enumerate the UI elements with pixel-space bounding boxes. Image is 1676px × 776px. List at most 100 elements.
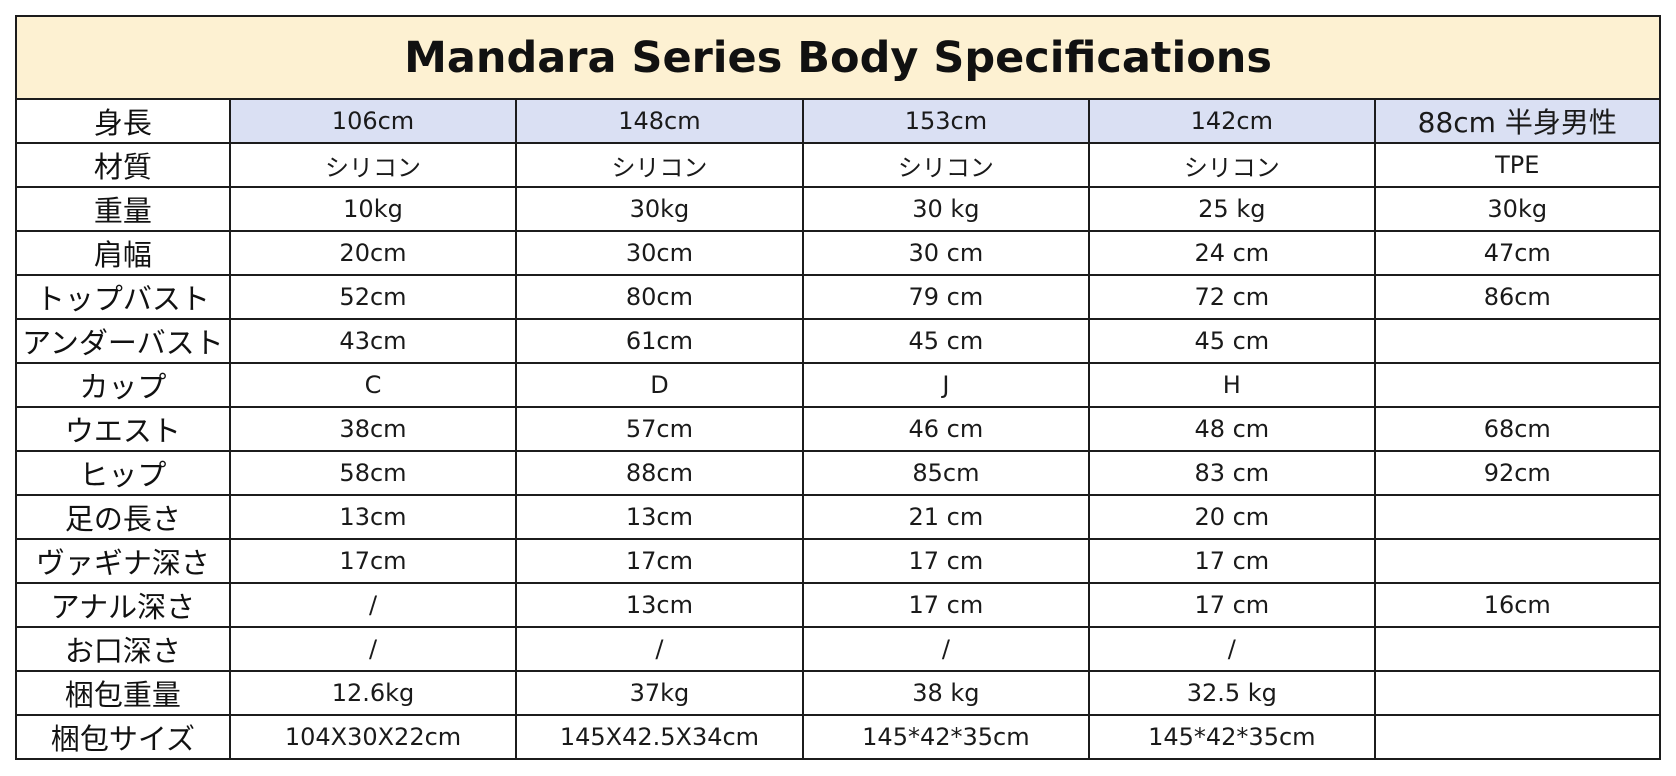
value-cell: 38 kg (801, 670, 1091, 716)
row-label: 足の長さ (15, 494, 231, 540)
table-row: 材質 シリコン シリコン シリコン シリコン TPE (15, 142, 1661, 188)
value-cell: D (515, 362, 804, 408)
value-cell: 24 cm (1088, 230, 1376, 276)
value-cell: 12.6kg (228, 670, 518, 716)
value-cell: 145*42*35cm (801, 714, 1091, 760)
spec-table: Mandara Series Body Specifications 身長 106… (15, 15, 1661, 760)
value-cell: 45 cm (1088, 318, 1376, 364)
value-cell: 21 cm (801, 494, 1091, 540)
table-row: ヴァギナ深さ 17cm 17cm 17 cm 17 cm (15, 538, 1661, 584)
value-cell: TPE (1373, 142, 1661, 188)
row-label: ヴァギナ深さ (15, 538, 231, 584)
value-cell: 30kg (1373, 186, 1661, 232)
value-cell: 43cm (228, 318, 518, 364)
value-cell: 13cm (515, 582, 804, 628)
value-cell: 32.5 kg (1088, 670, 1376, 716)
value-cell: 25 kg (1088, 186, 1376, 232)
value-cell: 30 cm (801, 230, 1091, 276)
value-cell: 88cm (515, 450, 804, 496)
value-cell: 80cm (515, 274, 804, 320)
value-cell (1373, 670, 1661, 716)
table-row: アナル深さ/13cm 17 cm 17 cm 16cm (15, 582, 1661, 628)
value-cell: 10kg (228, 186, 518, 232)
value-cell: J (801, 362, 1091, 408)
title-row: Mandara Series Body Specifications (15, 15, 1661, 100)
value-cell: 79 cm (801, 274, 1091, 320)
table-row: お口深さ / / / / (15, 626, 1661, 672)
value-cell: 57cm (515, 406, 804, 452)
row-label: お口深さ (15, 626, 231, 672)
value-cell: 58cm (228, 450, 518, 496)
value-cell: 145*42*35cm (1088, 714, 1376, 760)
value-cell: C (228, 362, 518, 408)
row-label: 梱包重量 (15, 670, 231, 716)
value-cell: 148cm (515, 98, 804, 144)
row-label: アンダーバスト (15, 318, 231, 364)
table-row: カップ C D J H (15, 362, 1661, 408)
value-cell: シリコン (228, 142, 518, 188)
value-cell: 38cm (228, 406, 518, 452)
value-cell: 88cm 半身男性 (1373, 98, 1661, 144)
value-cell: / (228, 582, 518, 628)
value-cell: / (515, 626, 804, 672)
value-cell: 13cm (228, 494, 518, 540)
row-label: 重量 (15, 186, 231, 232)
value-cell: 20 cm (1088, 494, 1376, 540)
table-row: 足の長さ 13cm 13cm 21 cm 20 cm (15, 494, 1661, 540)
value-cell: 104X30X22cm (228, 714, 518, 760)
value-cell: 20cm (228, 230, 518, 276)
value-cell: 145X42.5X34cm (515, 714, 804, 760)
row-label: ヒップ (15, 450, 231, 496)
value-cell: / (1088, 626, 1376, 672)
table-title: Mandara Series Body Specifications (15, 15, 1661, 100)
table-row: トップバスト 52cm 80cm 79 cm 72 cm 86cm (15, 274, 1661, 320)
value-cell: 142cm (1088, 98, 1376, 144)
value-cell: / (801, 626, 1091, 672)
value-cell: 17 cm (1088, 538, 1376, 584)
value-cell: 16cm (1373, 582, 1661, 628)
spec-table-body: Mandara Series Body Specifications 身長 106… (15, 15, 1661, 760)
value-cell: 17 cm (801, 538, 1091, 584)
row-label: アナル深さ (15, 582, 231, 628)
value-cell: 17cm (515, 538, 804, 584)
value-cell: 85cm (801, 450, 1091, 496)
value-cell: シリコン (515, 142, 804, 188)
value-cell (1373, 318, 1661, 364)
row-label: 梱包サイズ (15, 714, 231, 760)
value-cell: / (228, 626, 518, 672)
value-cell: 17 cm (1088, 582, 1376, 628)
value-cell: 13cm (515, 494, 804, 540)
value-cell: 83 cm (1088, 450, 1376, 496)
value-cell: シリコン (1088, 142, 1376, 188)
value-cell: 48 cm (1088, 406, 1376, 452)
value-cell: 52cm (228, 274, 518, 320)
value-cell (1373, 362, 1661, 408)
row-label: カップ (15, 362, 231, 408)
value-cell: H (1088, 362, 1376, 408)
value-cell: 30cm (515, 230, 804, 276)
value-cell: 45 cm (801, 318, 1091, 364)
value-cell: 92cm (1373, 450, 1661, 496)
table-row: 身長 106cm 148cm 153cm 142cm 88cm 半身男性 (15, 98, 1661, 144)
table-row: 重量 10kg 30kg 30 kg 25 kg 30kg (15, 186, 1661, 232)
value-cell: 30kg (515, 186, 804, 232)
row-label: 肩幅 (15, 230, 231, 276)
table-row: ヒップ 58cm 88cm 85cm 83 cm 92cm (15, 450, 1661, 496)
row-label: ウエスト (15, 406, 231, 452)
table-row: 肩幅 20cm 30cm 30 cm 24 cm 47cm (15, 230, 1661, 276)
value-cell: 153cm (801, 98, 1091, 144)
value-cell (1373, 714, 1661, 760)
value-cell: 17 cm (801, 582, 1091, 628)
row-label: 材質 (15, 142, 231, 188)
value-cell (1373, 538, 1661, 584)
value-cell: 47cm (1373, 230, 1661, 276)
value-cell: シリコン (801, 142, 1091, 188)
table-row: アンダーバスト 43cm 61cm 45 cm 45 cm (15, 318, 1661, 364)
value-cell: 106cm (228, 98, 518, 144)
value-cell: 17cm (228, 538, 518, 584)
row-label: 身長 (15, 98, 231, 144)
value-cell: 68cm (1373, 406, 1661, 452)
table-row: 梱包重量 12.6kg 37kg 38 kg 32.5 kg (15, 670, 1661, 716)
value-cell: 86cm (1373, 274, 1661, 320)
row-label: トップバスト (15, 274, 231, 320)
